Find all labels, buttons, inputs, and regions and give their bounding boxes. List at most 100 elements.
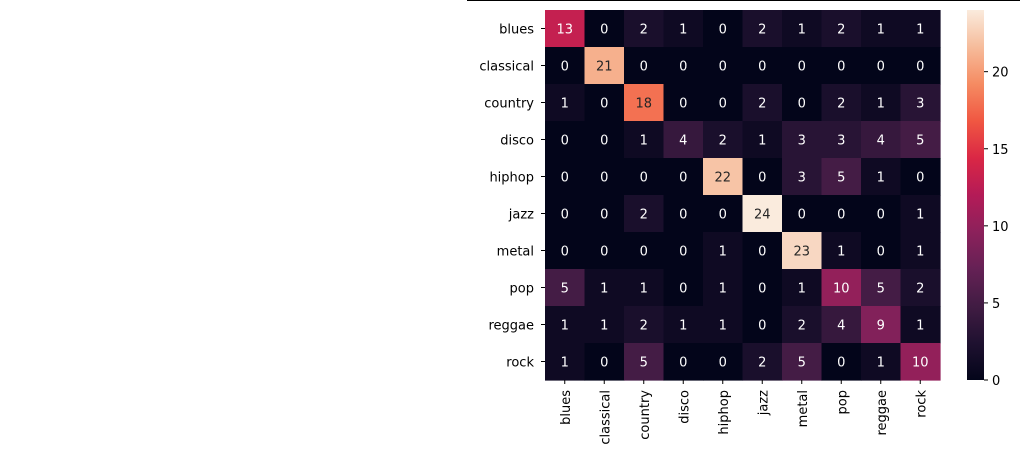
cell-value-label: 0 [877, 208, 885, 223]
y-tick-label-hiphop: hiphop [489, 171, 534, 186]
heatmap-cell-disco-hiphop [703, 121, 744, 159]
cell-value-label: 1 [798, 282, 806, 297]
cell-value-label: 2 [798, 319, 806, 334]
cell-value-label: 2 [640, 319, 648, 334]
heatmap-cell-blues-classical [584, 10, 625, 48]
heatmap-cell-reggae-reggae [861, 306, 902, 344]
cell-value-label: 0 [600, 171, 608, 186]
heatmap-cell-classical-hiphop [703, 47, 744, 85]
cell-value-label: 0 [877, 60, 885, 75]
heatmap-cell-hiphop-hiphop [703, 158, 744, 196]
colorbar: 0 5 10 15 20 [967, 10, 1009, 389]
heatmap-cell-disco-reggae [861, 121, 902, 159]
heatmap-cell-blues-hiphop [703, 10, 744, 48]
cell-value-label: 2 [640, 23, 648, 38]
y-tick-label-metal: metal [497, 245, 534, 260]
heatmap-cell-rock-hiphop [703, 343, 744, 381]
cell-value-label: 5 [877, 282, 885, 297]
heatmap-cell-classical-pop [821, 47, 862, 85]
heatmap-cell-disco-metal [782, 121, 823, 159]
cell-value-label: 0 [758, 171, 766, 186]
heatmap-cell-jazz-classical [584, 195, 625, 233]
cell-value-label: 2 [916, 282, 924, 297]
heatmap-cell-rock-classical [584, 343, 625, 381]
heatmap-cell-hiphop-jazz [742, 158, 783, 196]
heatmap-cell-jazz-pop [821, 195, 862, 233]
heatmap-cell-pop-rock [900, 269, 941, 307]
heatmap-cell-rock-disco [663, 343, 704, 381]
cell-value-label: 1 [561, 319, 569, 334]
cell-value-label: 0 [837, 60, 845, 75]
y-tick-labels: blues classical country disco hiphop jazz meta… [479, 23, 545, 371]
heatmap-cell-hiphop-classical [584, 158, 625, 196]
cell-value-label: 0 [679, 171, 687, 186]
y-tick-label-rock: rock [506, 356, 534, 371]
heatmap-cell-jazz-jazz [742, 195, 783, 233]
y-tick-label-pop: pop [510, 282, 534, 297]
cell-value-label: 0 [679, 97, 687, 112]
cell-value-label: 1 [877, 356, 885, 371]
heatmap-cell-jazz-reggae [861, 195, 902, 233]
y-tick-label-disco: disco [500, 134, 534, 149]
cell-value-label: 10 [912, 356, 929, 371]
cell-value-label: 10 [833, 282, 850, 297]
heatmap-cell-disco-pop [821, 121, 862, 159]
cell-value-label: 0 [916, 171, 924, 186]
cell-value-label: 3 [916, 97, 924, 112]
cell-value-label: 0 [600, 245, 608, 260]
colorbar-gradient [967, 10, 984, 380]
cell-value-label: 0 [719, 60, 727, 75]
x-tick-label-jazz: jazz [756, 390, 771, 416]
heatmap-cell-blues-metal [782, 10, 823, 48]
colorbar-tick-label: 5 [992, 297, 1000, 312]
heatmap-cell-blues-jazz [742, 10, 783, 48]
heatmap-cell-country-classical [584, 84, 625, 122]
heatmap-cell-pop-metal [782, 269, 823, 307]
cell-value-label: 0 [561, 171, 569, 186]
cell-value-label: 0 [640, 171, 648, 186]
cell-value-label: 0 [837, 356, 845, 371]
heatmap-cell-classical-blues [545, 47, 586, 85]
heatmap-cell-reggae-rock [900, 306, 941, 344]
heatmap-cell-reggae-pop [821, 306, 862, 344]
cell-value-label: 18 [635, 97, 652, 112]
y-tick-label-country: country [484, 97, 534, 112]
cell-value-label: 0 [679, 245, 687, 260]
heatmap-cell-disco-blues [545, 121, 586, 159]
cell-value-label: 0 [600, 23, 608, 38]
y-tick-label-blues: blues [499, 23, 534, 38]
heatmap-cell-metal-hiphop [703, 232, 744, 270]
cell-value-label: 5 [640, 356, 648, 371]
heatmap-cell-hiphop-disco [663, 158, 704, 196]
x-tick-label-disco: disco [677, 390, 692, 424]
heatmap-cell-rock-rock [900, 343, 941, 381]
colorbar-tick-label: 10 [992, 220, 1009, 235]
cell-value-label: 0 [679, 60, 687, 75]
cell-value-label: 0 [600, 208, 608, 223]
cell-value-label: 1 [877, 23, 885, 38]
heatmap-cell-rock-blues [545, 343, 586, 381]
heatmap-cell-reggae-jazz [742, 306, 783, 344]
cell-value-label: 0 [600, 134, 608, 149]
heatmap-cell-blues-rock [900, 10, 941, 48]
cell-value-label: 22 [714, 171, 731, 186]
heatmap-cell-reggae-metal [782, 306, 823, 344]
cell-value-label: 0 [758, 319, 766, 334]
cell-value-label: 0 [719, 97, 727, 112]
heatmap-cell-classical-jazz [742, 47, 783, 85]
cell-value-label: 1 [837, 245, 845, 260]
heatmap-cell-disco-jazz [742, 121, 783, 159]
colorbar-tick-label: 0 [992, 374, 1000, 389]
cell-value-label: 2 [758, 356, 766, 371]
heatmap-cell-jazz-hiphop [703, 195, 744, 233]
heatmap-cell-disco-classical [584, 121, 625, 159]
cell-value-label: 1 [719, 245, 727, 260]
y-tick-label-classical: classical [479, 60, 534, 75]
heatmap-cell-hiphop-rock [900, 158, 941, 196]
heatmap-cell-blues-blues [545, 10, 586, 48]
heatmap-cell-rock-pop [821, 343, 862, 381]
cell-value-label: 24 [754, 208, 771, 223]
heatmap-cell-country-hiphop [703, 84, 744, 122]
heatmap-cell-disco-disco [663, 121, 704, 159]
cell-value-label: 1 [916, 245, 924, 260]
